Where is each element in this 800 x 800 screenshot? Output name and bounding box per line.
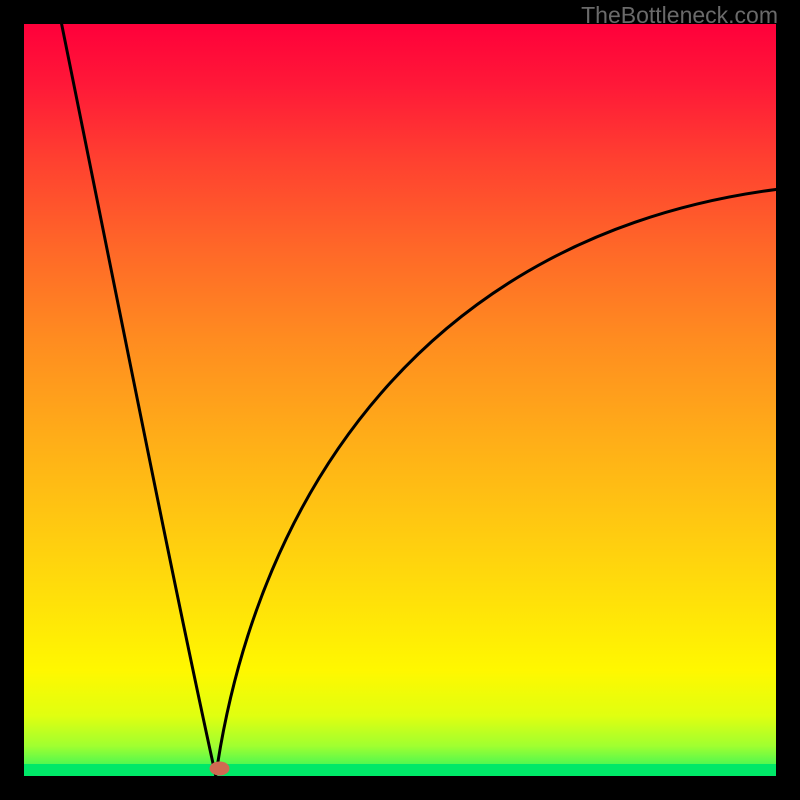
chart-container: TheBottleneck.com <box>0 0 800 800</box>
bottom-band <box>24 764 776 776</box>
watermark-text: TheBottleneck.com <box>581 2 778 29</box>
bottleneck-chart <box>0 0 800 800</box>
optimum-marker <box>210 761 230 775</box>
